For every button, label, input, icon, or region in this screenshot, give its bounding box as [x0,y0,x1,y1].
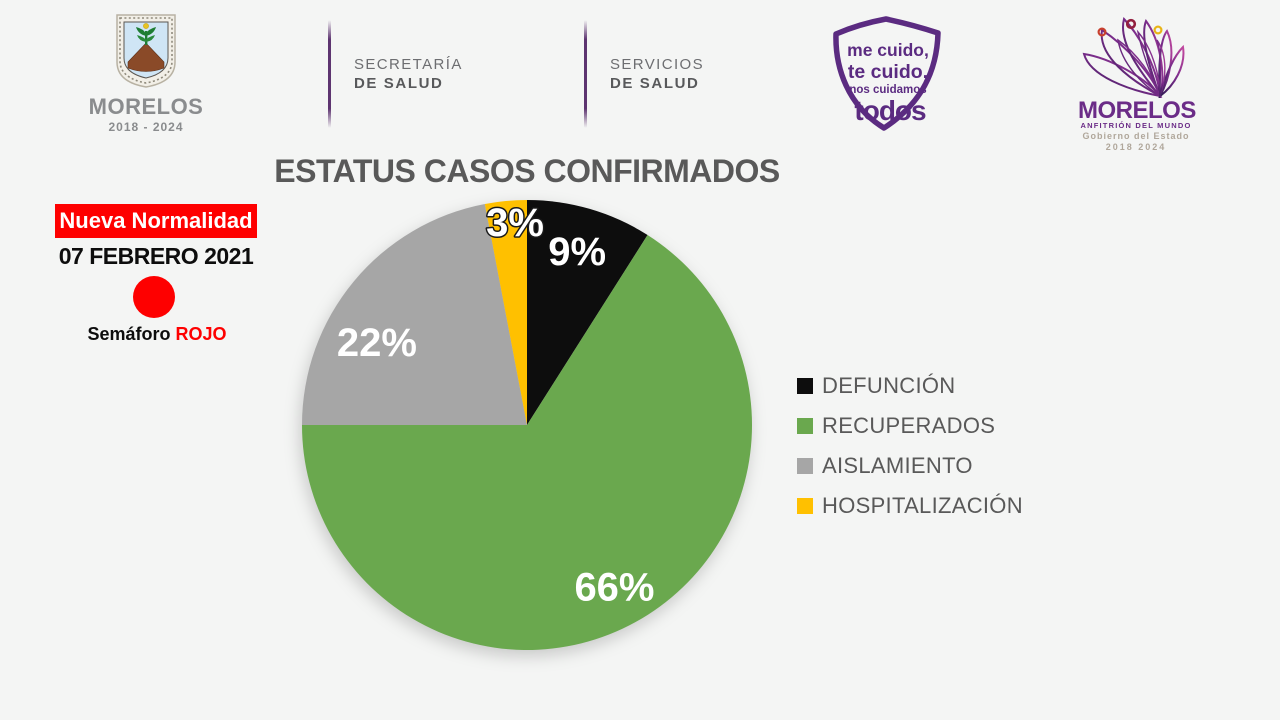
badge-line2: te cuido, [848,61,928,83]
state-logo-government-line: Gobierno del Estado [1082,131,1190,141]
semaforo-line: Semáforo ROJO [40,324,274,345]
secretaria-line2: DE SALUD [354,75,444,92]
servicios-de-salud-wordmark: SERVICIOS DE SALUD [610,56,704,92]
coat-of-arms-subtitle: 2018 - 2024 [108,120,184,134]
semaforo-dot [133,276,175,318]
servicios-line2: DE SALUD [610,75,700,92]
state-logo-subtitle: ANFITRIÓN DEL MUNDO [1080,121,1192,130]
legend-swatch-icon [797,458,813,474]
legend-item-recuperados: RECUPERADOS [797,413,1023,438]
pie-label-aislamiento: 22% [337,321,417,365]
legend-label: DEFUNCIÓN [822,373,956,398]
report-date: 07 FEBRERO 2021 [58,243,254,269]
pie-label-recuperados: 66% [574,565,654,609]
badge-line4: todos [854,95,926,126]
state-logo-years: 2018 2024 [1105,142,1167,152]
shield-outline-icon [833,16,941,131]
servicios-line1: SERVICIOS [610,56,705,73]
pie-slice-aislamiento [302,203,527,425]
legend-swatch-icon [797,378,813,394]
badge-line3: nos cuidamos [849,84,926,96]
legend-label: AISLAMIENTO [822,453,973,478]
state-logo-title: MORELOS [1078,97,1196,124]
legend-label: HOSPITALIZACIÓN [822,493,1023,518]
coat-of-arms-title: MORELOS [88,94,204,119]
legend-swatch-icon [797,498,813,514]
pie-label-defuncion: 9% [548,230,606,274]
pie-slice-recuperados [302,235,752,650]
nueva-normalidad-banner: Nueva Normalidad [55,204,257,238]
divider-line [328,20,331,128]
pie-slice-defuncion [527,200,648,425]
secretaria-line1: SECRETARÍA [354,56,463,73]
legend-label: RECUPERADOS [822,413,996,438]
morelos-flower-icon [1082,17,1185,98]
secretaria-de-salud-wordmark: SECRETARÍA DE SALUD [354,56,463,92]
pie-chart: 9% 66% 22% 3% [302,199,752,650]
pie-slice-hospitalizacion [484,200,527,425]
legend-item-hospitalizacion: HOSPITALIZACIÓN [797,493,1023,518]
legend-swatch-icon [797,418,813,434]
divider-line [584,20,587,128]
chart-legend: DEFUNCIÓN RECUPERADOS AISLAMIENTO HOSPITALI… [797,373,1023,534]
coat-of-arms-icon [116,14,176,88]
me-cuido-shield-badge: me cuido, te cuido, nos cuidamos todos [833,16,941,131]
legend-item-aislamiento: AISLAMIENTO [797,453,1023,478]
pie-label-hospitalizacion: 3% [486,201,544,245]
badge-line1: me cuido, [847,40,929,60]
semaforo-status: ROJO [175,324,227,344]
chart-title: ESTATUS CASOS CONFIRMADOS [274,153,780,189]
morelos-coat-of-arms-logo: MORELOS 2018 - 2024 [76,12,216,134]
legend-item-defuncion: DEFUNCIÓN [797,373,1023,398]
semaforo-label: Semáforo [87,324,171,344]
